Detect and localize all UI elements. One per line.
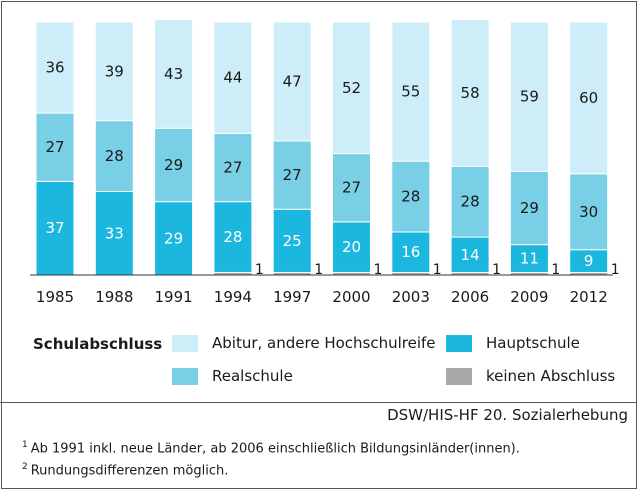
data-label-2003-s2: 28 <box>401 188 420 206</box>
data-label-2009-s0: 1 <box>551 262 560 278</box>
data-label-2000-s1: 20 <box>342 238 361 256</box>
legend: Schulabschluss Abitur, andere Hochschulr… <box>0 326 640 396</box>
data-label-2003-s3: 55 <box>401 83 420 101</box>
data-label-1997-s1: 25 <box>283 232 302 250</box>
data-label-1985-s1: 37 <box>45 219 64 237</box>
data-label-2009-s2: 29 <box>520 199 539 217</box>
data-label-1988-s2: 28 <box>105 147 124 165</box>
bar-segment-2003-s3 <box>391 21 431 162</box>
data-label-2012-s0: 1 <box>611 262 620 278</box>
footnote-1-text: Ab 1991 inkl. neue Länder, ab 2006 einsc… <box>30 441 520 457</box>
legend-swatch-abitur <box>172 334 198 352</box>
bar-segment-1988-s1 <box>94 191 134 276</box>
legend-item-keinen-abschluss: keinen Abschluss <box>446 367 615 385</box>
data-label-1994-s3: 44 <box>223 69 242 87</box>
data-label-1994-s2: 27 <box>223 158 242 176</box>
x-tick-label-2000: 2000 <box>332 288 370 306</box>
x-tick-label-1985: 1985 <box>36 288 74 306</box>
data-label-1991-s1: 29 <box>164 229 183 247</box>
legend-label-hauptschule: Hauptschule <box>486 334 580 352</box>
data-label-2012-s1: 9 <box>584 252 594 270</box>
footnote-2: 2 Rundungsdifferenzen möglich. <box>22 462 228 478</box>
legend-item-hauptschule: Hauptschule <box>446 334 580 352</box>
data-label-1991-s3: 43 <box>164 65 183 83</box>
legend-swatch-hauptschule <box>446 334 472 352</box>
data-label-2006-s1: 14 <box>461 246 480 264</box>
legend-item-realschule: Realschule <box>172 367 293 385</box>
data-label-2006-s0: 1 <box>492 262 501 278</box>
data-label-1997-s0: 1 <box>314 262 323 278</box>
footnote-2-text: Rundungsdifferenzen möglich. <box>30 463 229 479</box>
bar-segment-1994-s3 <box>213 21 253 134</box>
data-label-2000-s3: 52 <box>342 79 361 97</box>
bar-segment-1985-s2 <box>35 112 75 182</box>
bar-segment-2009-s3 <box>509 21 549 172</box>
source-note: DSW/HIS-HF 20. Sozialerhebung <box>387 406 628 424</box>
legend-label-abitur: Abitur, andere Hochschulreife <box>212 334 436 352</box>
x-tick-label-2006: 2006 <box>451 288 489 306</box>
x-tick-label-1988: 1988 <box>95 288 133 306</box>
bar-segment-1988-s2 <box>94 120 134 193</box>
x-tick-label-1997: 1997 <box>273 288 311 306</box>
bar-segment-1997-s3 <box>272 21 312 142</box>
data-label-1991-s2: 29 <box>164 156 183 174</box>
legend-label-keinen-abschluss: keinen Abschluss <box>486 367 616 385</box>
bar-segment-1991-s2 <box>154 127 194 203</box>
data-label-2012-s3: 60 <box>579 89 598 107</box>
data-label-1988-s1: 33 <box>105 224 124 242</box>
data-label-2000-s0: 1 <box>374 262 383 278</box>
data-label-1994-s1: 28 <box>223 228 242 246</box>
data-label-2006-s3: 58 <box>461 84 480 102</box>
bar-segment-1997-s1 <box>272 208 312 273</box>
data-label-2012-s2: 30 <box>579 203 598 221</box>
x-tick-label-2003: 2003 <box>392 288 430 306</box>
x-tick-label-2009: 2009 <box>510 288 548 306</box>
legend-swatch-keinen-abschluss <box>446 367 472 385</box>
data-label-2003-s0: 1 <box>433 262 442 278</box>
bar-segment-2003-s1 <box>391 231 431 273</box>
data-label-1994-s0: 1 <box>255 262 264 278</box>
bar-segment-1991-s3 <box>154 18 194 129</box>
data-label-1985-s2: 27 <box>45 138 64 156</box>
bar-segment-2012-s3 <box>569 21 609 175</box>
bar-segment-1988-s3 <box>94 21 134 122</box>
data-label-1988-s3: 39 <box>105 62 124 80</box>
data-label-2009-s1: 11 <box>520 250 539 268</box>
stacked-bar-chart: 37 27 36 1985 33 28 39 1988 29 29 43 1991 1 28 27 44 199… <box>30 18 620 306</box>
data-label-1985-s3: 36 <box>45 59 64 77</box>
footnote-1-marker: 1 <box>22 440 28 450</box>
source-divider <box>0 402 636 403</box>
bar-segment-2012-s2 <box>569 173 609 251</box>
footnote-2-marker: 2 <box>22 462 28 472</box>
legend-title: Schulabschluss <box>33 335 163 353</box>
bar-segment-1994-s2 <box>213 132 253 203</box>
bar-segment-1985-s3 <box>35 21 75 114</box>
data-label-2009-s3: 59 <box>520 88 539 106</box>
data-label-1997-s2: 27 <box>283 166 302 184</box>
x-tick-label-1991: 1991 <box>155 288 193 306</box>
bar-segment-2000-s1 <box>332 221 371 273</box>
x-tick-label-1994: 1994 <box>214 288 252 306</box>
bar-segment-2000-s2 <box>332 153 371 223</box>
data-label-1997-s3: 47 <box>283 72 302 90</box>
bar-segment-2003-s2 <box>391 160 431 233</box>
x-tick-label-2012: 2012 <box>570 288 608 306</box>
data-label-2003-s1: 16 <box>401 243 420 261</box>
bar-segment-2000-s3 <box>332 21 371 155</box>
footnote-1: 1 Ab 1991 inkl. neue Länder, ab 2006 eins… <box>22 440 520 456</box>
data-label-2006-s2: 28 <box>461 193 480 211</box>
bar-segment-2006-s3 <box>450 18 490 167</box>
legend-item-abitur: Abitur, andere Hochschulreife <box>172 334 436 352</box>
data-label-2000-s2: 27 <box>342 179 361 197</box>
legend-label-realschule: Realschule <box>212 367 293 385</box>
legend-swatch-realschule <box>172 367 198 385</box>
bar-segment-1991-s1 <box>154 201 194 276</box>
